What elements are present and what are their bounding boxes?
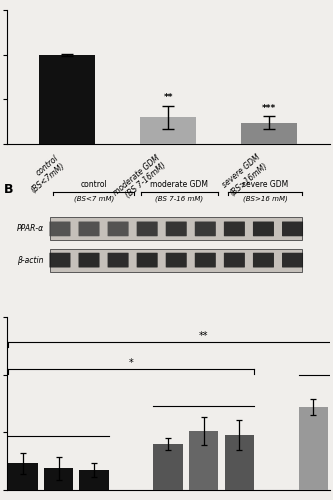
FancyBboxPatch shape [108,222,129,236]
Text: ***: *** [262,104,276,113]
FancyBboxPatch shape [79,222,100,236]
Bar [40,54,95,144]
FancyBboxPatch shape [166,222,187,236]
Text: **: ** [199,331,208,341]
FancyBboxPatch shape [195,252,216,268]
FancyBboxPatch shape [166,252,187,268]
FancyBboxPatch shape [253,252,274,268]
Bar [44,468,73,490]
Bar [154,444,183,490]
Bar [79,470,109,490]
Bar [225,434,254,490]
Text: severe GDM: severe GDM [242,180,288,188]
FancyBboxPatch shape [224,252,245,268]
FancyBboxPatch shape [79,252,100,268]
Bar [299,407,328,490]
Bar [241,122,297,144]
Text: **: ** [164,93,173,102]
FancyBboxPatch shape [253,222,274,236]
Text: PPAR-α: PPAR-α [17,224,44,234]
Bar [50,248,302,272]
Text: moderate GDM: moderate GDM [151,180,208,188]
FancyBboxPatch shape [224,222,245,236]
Bar [50,218,302,240]
FancyBboxPatch shape [137,252,158,268]
Text: control: control [81,180,107,188]
Bar [8,464,38,490]
FancyBboxPatch shape [195,222,216,236]
Bar [189,431,218,490]
FancyBboxPatch shape [282,222,303,236]
Bar [141,117,196,144]
Text: (BS<7 mM): (BS<7 mM) [74,195,114,202]
Text: *: * [129,358,134,368]
FancyBboxPatch shape [108,252,129,268]
FancyBboxPatch shape [49,222,71,236]
FancyBboxPatch shape [282,252,303,268]
FancyBboxPatch shape [49,252,71,268]
Text: (BS 7-16 mM): (BS 7-16 mM) [156,195,203,202]
FancyBboxPatch shape [137,222,158,236]
Text: β-actin: β-actin [17,256,44,264]
Text: (BS>16 mM): (BS>16 mM) [243,195,287,202]
Text: B: B [3,183,13,196]
